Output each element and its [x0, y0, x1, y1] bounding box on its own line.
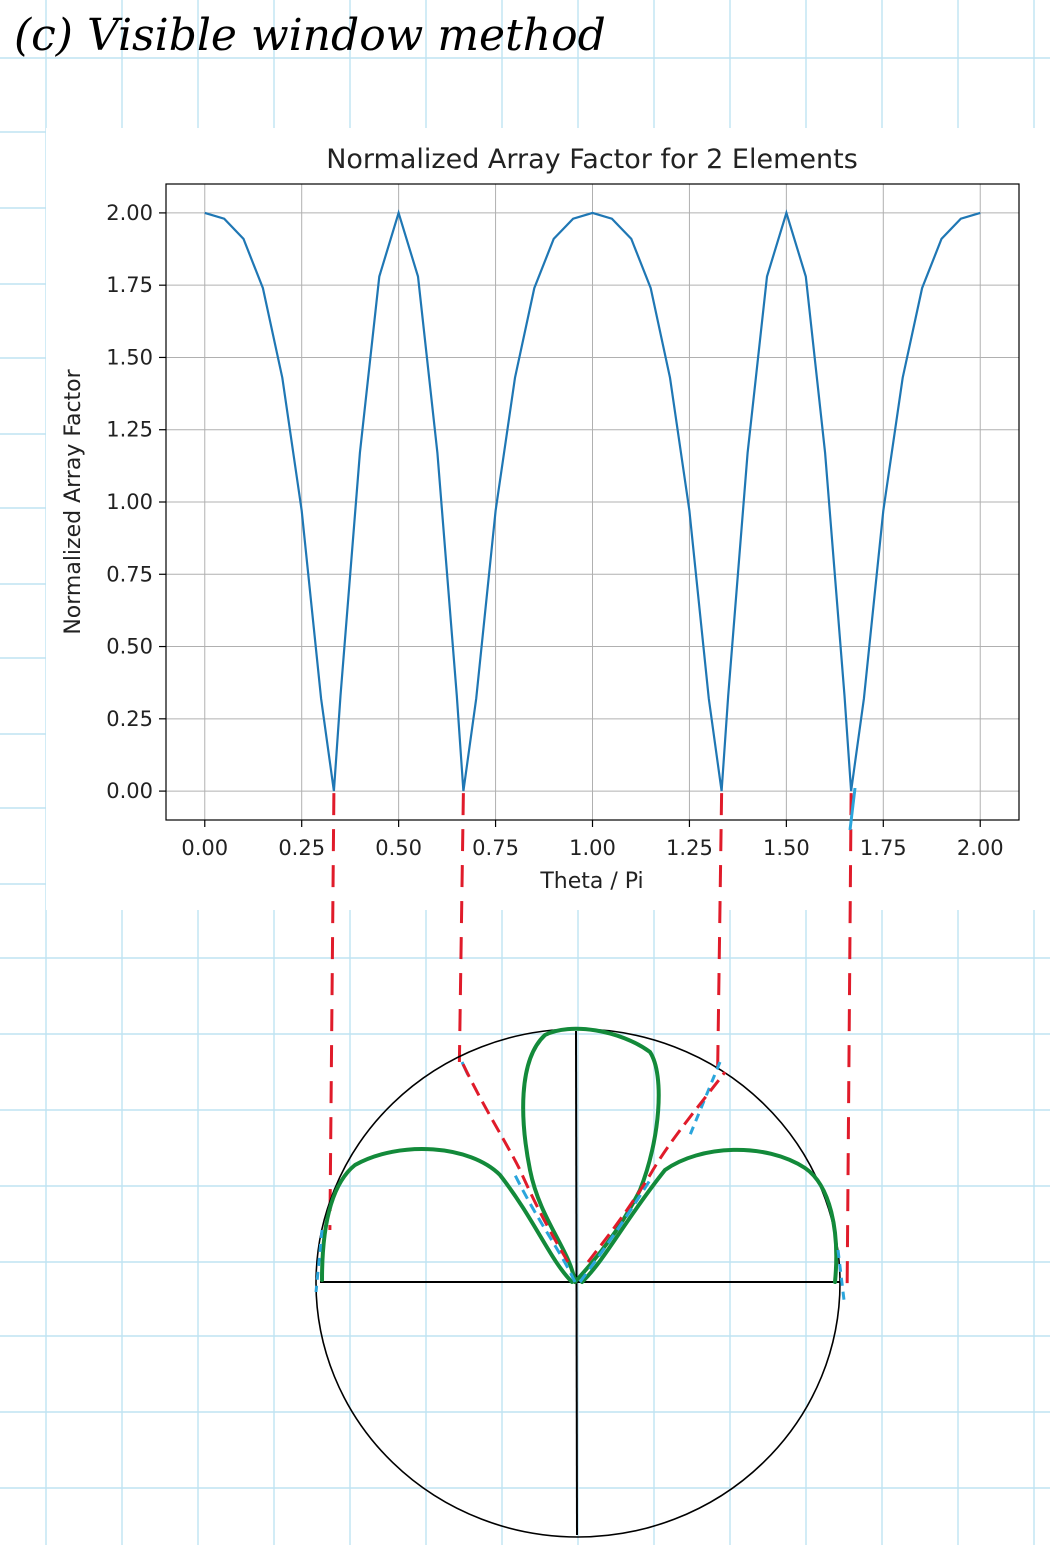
y-tick-label: 1.25: [106, 418, 153, 442]
handwritten-heading: (c) Visible window method: [14, 10, 606, 61]
null-projection-line: [328, 793, 336, 1231]
y-tick-label: 0.50: [106, 635, 153, 659]
y-tick-label: 0.25: [106, 707, 153, 731]
y-tick-label: 1.50: [106, 345, 153, 369]
x-axis-label: Theta / Pi: [539, 869, 643, 894]
chart-title: Normalized Array Factor for 2 Elements: [326, 144, 858, 175]
chart-ticks: 0.00 0.25 0.50 0.75 1.00 1.25 1.50 1.75 2.00 0.00…: [106, 201, 1003, 860]
blue-right-edge-trace: [836, 1249, 846, 1301]
x-tick-label: 2.00: [957, 836, 1004, 860]
x-tick-label: 0.75: [472, 836, 519, 860]
null-projection-line: [716, 793, 724, 1073]
array-factor-line: [204, 209, 981, 792]
y-tick-label: 1.00: [106, 490, 153, 514]
blue-chart-mark: [848, 787, 857, 831]
x-tick-label: 1.75: [860, 836, 907, 860]
null-projection-line: [845, 793, 853, 1291]
y-tick-label: 2.00: [106, 201, 153, 225]
x-tick-label: 0.50: [375, 836, 422, 860]
red-projection-lines: [328, 793, 853, 1291]
y-tick-label: 0.00: [106, 779, 153, 803]
x-tick-label: 1.25: [666, 836, 713, 860]
x-tick-label: 1.50: [763, 836, 810, 860]
red-right-window-edge: [586, 1071, 727, 1263]
green-right-lobe: [580, 1147, 839, 1284]
blue-left-trace: [513, 1174, 577, 1283]
red-left-window-edge: [460, 1061, 570, 1263]
y-tick-label: 1.75: [106, 273, 153, 297]
blue-left-edge-trace: [314, 1229, 324, 1293]
x-tick-label: 0.25: [278, 836, 325, 860]
polar-diagram: [314, 787, 857, 1538]
green-left-lobe: [320, 1147, 574, 1284]
blue-right-trace: [578, 1179, 652, 1283]
null-projection-line: [457, 793, 465, 1063]
y-tick-label: 0.75: [106, 562, 153, 586]
y-axis-label: Normalized Array Factor: [61, 368, 86, 634]
x-tick-label: 0.00: [181, 836, 228, 860]
x-tick-label: 1.00: [569, 836, 616, 860]
plot-figure-background: [46, 128, 1050, 910]
